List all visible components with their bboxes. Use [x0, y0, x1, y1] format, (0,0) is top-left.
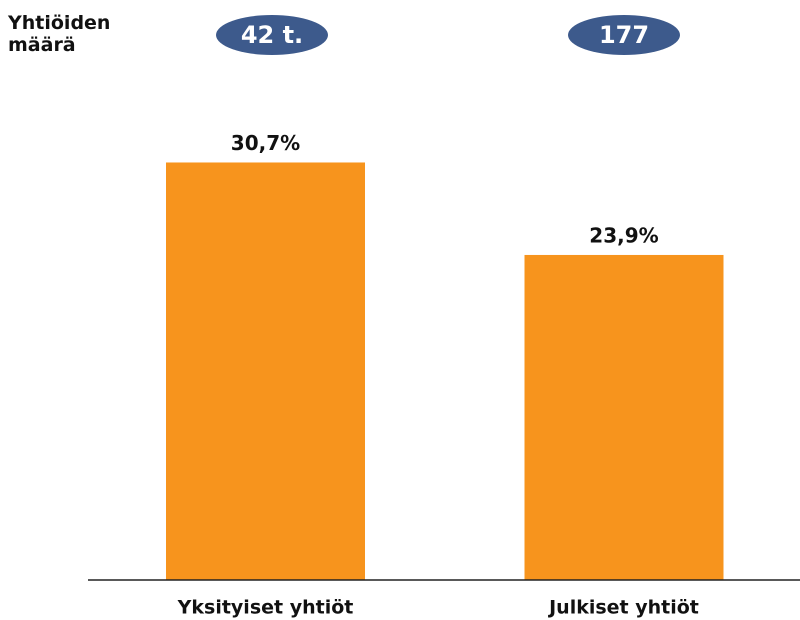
value-label: 30,7%: [231, 131, 300, 155]
count-badge: [568, 15, 680, 55]
count-badge: [216, 15, 328, 55]
x-tick-label: Yksityiset yhtiöt: [177, 597, 354, 619]
count-title: Yhtiöiden määrä: [8, 12, 111, 56]
count-label: 42 t.: [241, 21, 303, 49]
bar: [524, 254, 724, 580]
x-tick-label: Julkiset yhtiöt: [547, 597, 699, 619]
count-label: 177: [599, 21, 649, 49]
bar: [166, 162, 365, 581]
value-label: 23,9%: [589, 223, 658, 247]
